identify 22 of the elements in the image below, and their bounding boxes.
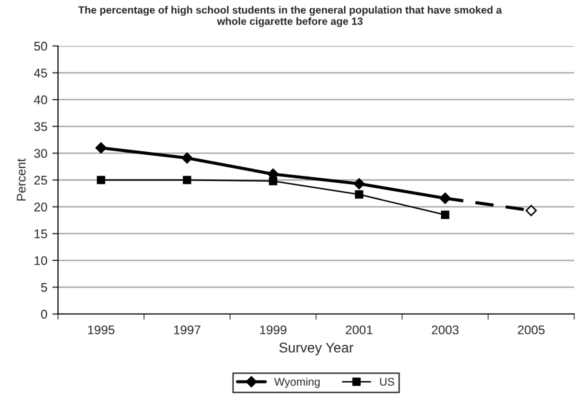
y-tick-label: 0 <box>41 310 48 319</box>
y-tick-label: 40 <box>34 95 48 104</box>
x-tick-label: 1995 <box>88 325 114 334</box>
x-tick-label: 1999 <box>260 325 286 334</box>
y-tick-label: 5 <box>41 283 48 292</box>
y-tick-label: 15 <box>34 230 48 238</box>
y-tick-label: 20 <box>34 202 48 212</box>
y-tick-label: 45 <box>34 68 48 78</box>
y-tick-label: 50 <box>34 42 48 51</box>
x-tick-label: 2005 <box>518 325 545 334</box>
legend-label: Wyoming <box>274 378 320 388</box>
x-tick-label: 1997 <box>174 325 200 334</box>
chart-title: The percentage of high school students in the general population that have smoked a whole cigarette before age 13 <box>78 6 502 28</box>
x-tick-label: 2003 <box>432 325 459 334</box>
y-tick-label: 10 <box>34 256 48 266</box>
legend-label: US <box>380 378 394 386</box>
x-tick-label: 2001 <box>346 325 372 334</box>
x-axis-title: Survey Year <box>279 342 354 356</box>
y-axis-title: Percent <box>16 158 26 201</box>
y-tick-label: 30 <box>34 149 48 158</box>
y-tick-label: 35 <box>34 122 48 132</box>
y-tick-label: 25 <box>34 176 48 185</box>
